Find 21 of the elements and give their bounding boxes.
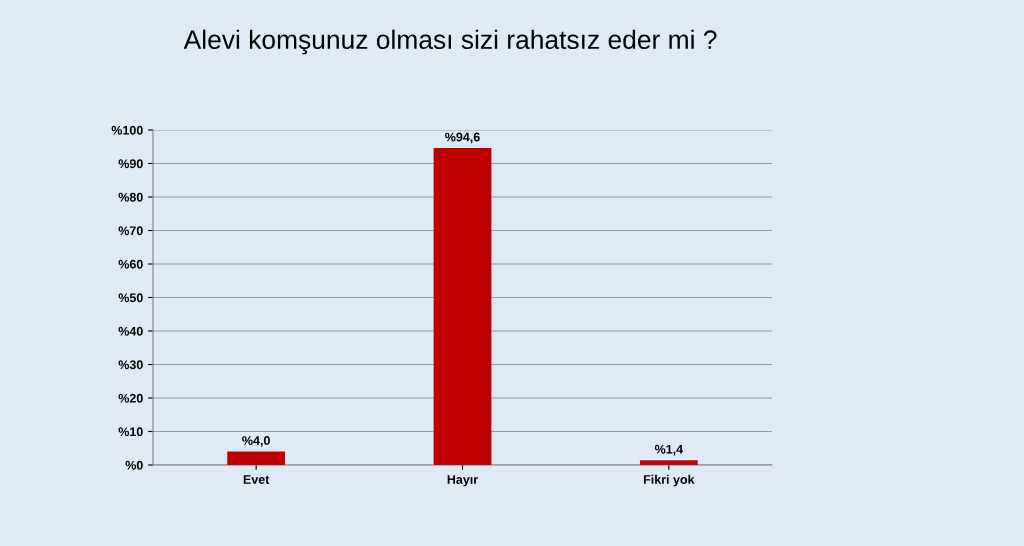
x-tick-label: Fikri yok	[643, 474, 695, 487]
y-tick-label: %70	[118, 226, 143, 236]
y-tick-label: %80	[118, 192, 143, 202]
y-tick-label: %90	[118, 159, 143, 169]
chart-title: Alevi komşunuz olması sizi rahatsız eder mi ?	[183, 29, 717, 55]
y-tick-label: %40	[118, 326, 143, 336]
y-tick-label: %20	[118, 393, 143, 403]
data-label: %1,4	[654, 444, 684, 456]
y-tick-label: %0	[125, 460, 143, 470]
data-label: %94,6	[445, 132, 480, 144]
y-tick-label: %10	[118, 427, 143, 437]
x-tick-label: Evet	[243, 475, 270, 484]
data-label: %4,0	[242, 436, 270, 447]
y-tick-label: %60	[118, 259, 143, 269]
bar	[227, 451, 286, 465]
y-tick-label: %30	[118, 360, 143, 370]
bar	[639, 460, 698, 465]
y-tick-label: %50	[118, 293, 143, 303]
x-tick-label: Hayır	[447, 475, 478, 487]
bar	[433, 148, 492, 465]
y-tick-label: %100	[111, 125, 143, 135]
